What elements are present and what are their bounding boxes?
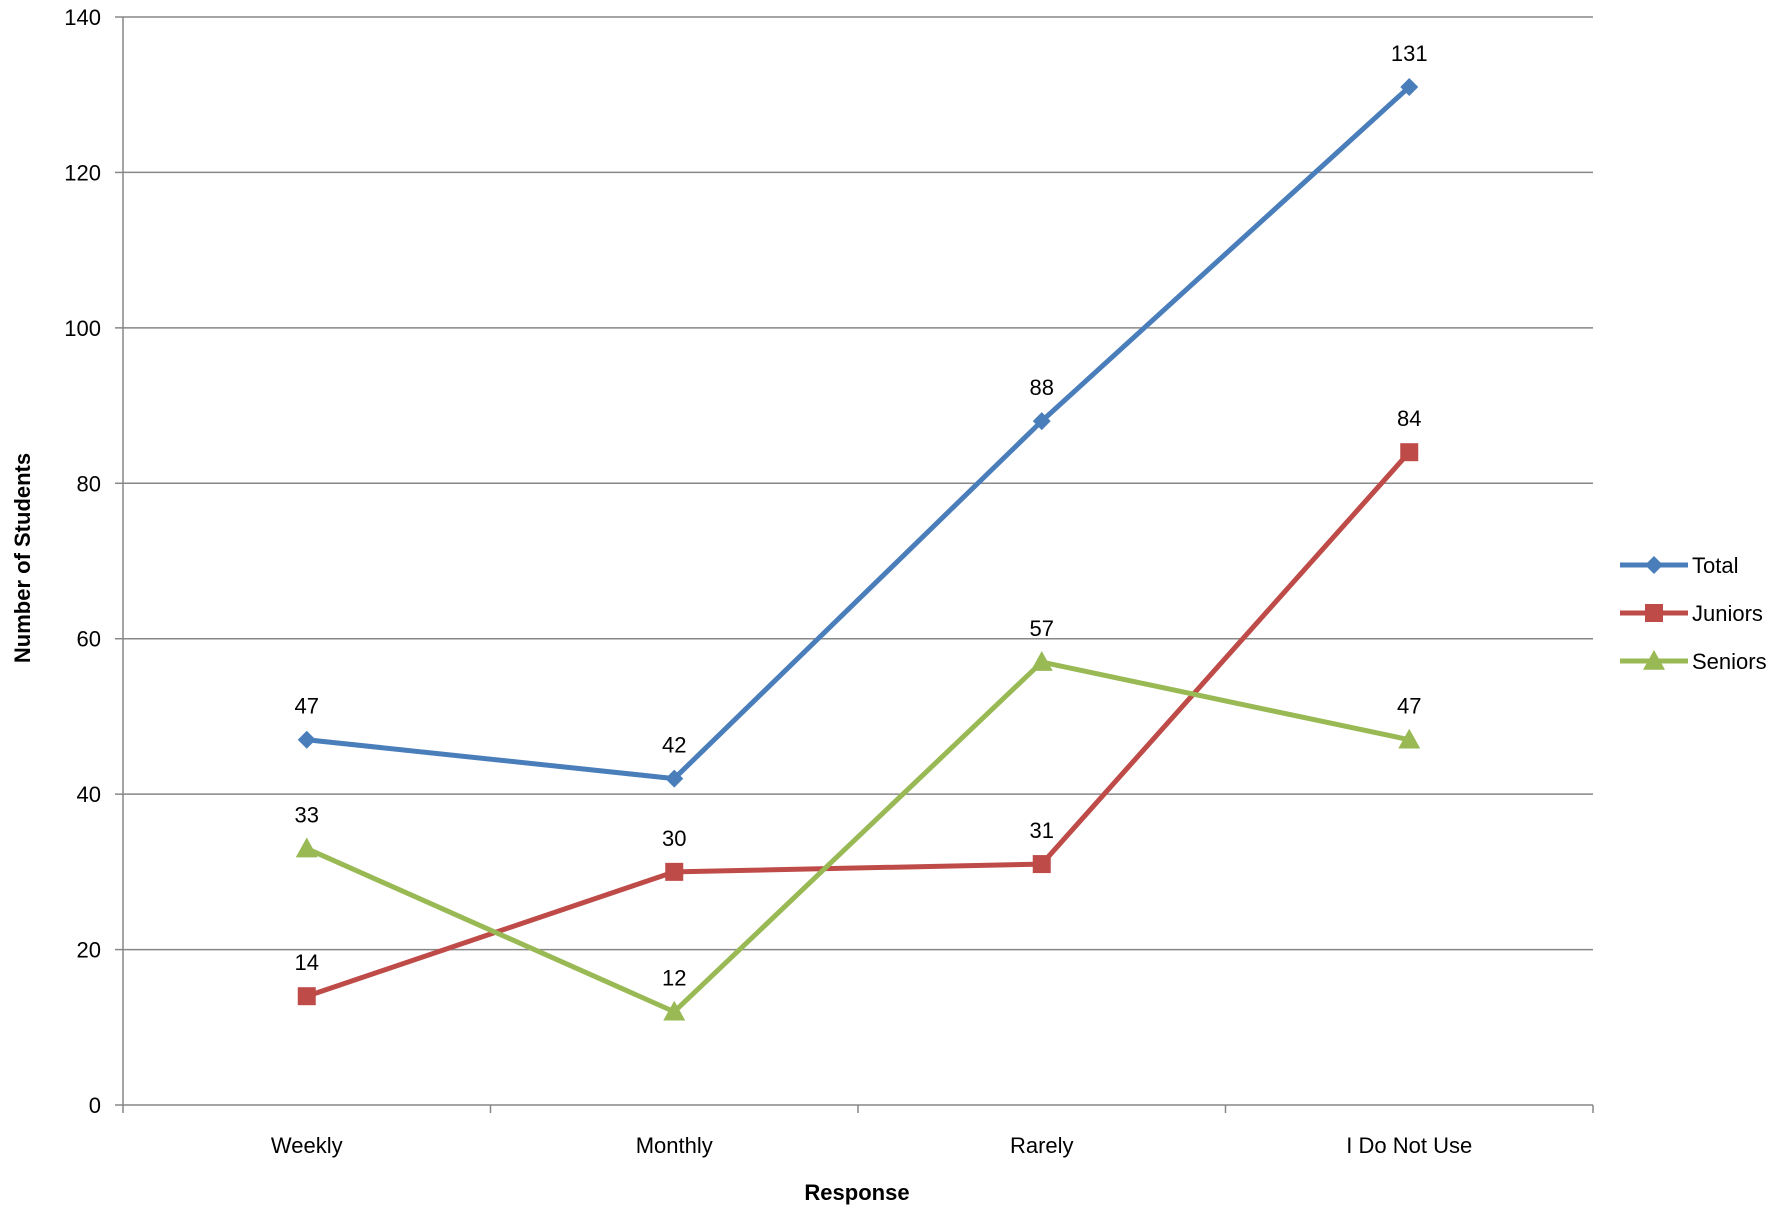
- data-point-juniors: [1032, 855, 1051, 874]
- y-axis-title: Number of Students: [10, 453, 35, 663]
- data-point-total: [297, 730, 316, 749]
- data-label-total: 47: [295, 694, 319, 719]
- series-line-seniors: [305, 659, 1410, 1015]
- legend-label: Total: [1692, 553, 1738, 578]
- y-tick-label: 100: [64, 316, 101, 341]
- data-label-juniors: 84: [1397, 406, 1421, 431]
- data-label-total: 88: [1030, 375, 1054, 400]
- y-tick-label: 140: [64, 5, 101, 30]
- x-category-label: Monthly: [636, 1133, 713, 1158]
- y-tick-label: 0: [89, 1093, 101, 1118]
- series-lines: [295, 77, 1421, 1021]
- data-point-seniors: [663, 1000, 686, 1021]
- data-label-seniors: 12: [662, 966, 686, 991]
- legend-marker: [1643, 650, 1665, 670]
- data-label-seniors: 47: [1397, 694, 1421, 719]
- x-axis-title: Response: [804, 1180, 909, 1205]
- axes: 0 20 40 60 80 100 120 140 Weekly Monthly Rarely I D…: [64, 5, 1594, 1158]
- legend-label: Seniors: [1692, 649, 1767, 674]
- y-tick-label: 60: [77, 627, 101, 652]
- series-line-total: [306, 85, 1411, 782]
- x-category-label: Rarely: [1010, 1133, 1074, 1158]
- series-total: [297, 77, 1419, 788]
- data-point-seniors: [295, 837, 318, 858]
- data-label-seniors: 33: [295, 803, 319, 828]
- data-label-juniors: 31: [1030, 818, 1054, 843]
- data-point-seniors: [1398, 728, 1421, 749]
- legend-item-juniors: Juniors: [1620, 601, 1763, 626]
- series-juniors: [297, 443, 1419, 1006]
- data-point-juniors: [665, 862, 684, 881]
- y-tick-label: 20: [77, 938, 101, 963]
- series-seniors: [295, 651, 1421, 1021]
- legend-marker: [1645, 556, 1663, 574]
- gridlines: [123, 16, 1593, 951]
- data-label-total: 42: [662, 733, 686, 758]
- legend-marker: [1645, 604, 1663, 622]
- data-point-seniors: [1030, 651, 1053, 671]
- data-labels: 47 42 88 131 14 30 31 84 33 12 57 47: [295, 41, 1428, 991]
- data-label-juniors: 14: [295, 950, 319, 975]
- legend-item-total: Total: [1620, 553, 1738, 578]
- legend-item-seniors: Seniors: [1620, 649, 1767, 674]
- legend: Total Juniors Seniors: [1620, 553, 1767, 674]
- data-label-seniors: 57: [1030, 616, 1054, 641]
- legend-label: Juniors: [1692, 601, 1763, 626]
- x-category-label: I Do Not Use: [1346, 1133, 1472, 1158]
- data-label-total: 131: [1391, 41, 1428, 66]
- x-category-label: Weekly: [271, 1133, 343, 1158]
- data-point-juniors: [1400, 443, 1419, 462]
- data-point-total: [665, 769, 684, 788]
- data-label-juniors: 30: [662, 826, 686, 851]
- data-point-total: [1400, 77, 1419, 96]
- y-tick-label: 120: [64, 160, 101, 185]
- data-point-juniors: [297, 987, 316, 1006]
- data-point-total: [1032, 412, 1051, 431]
- series-line-juniors: [305, 450, 1412, 999]
- y-tick-label: 40: [77, 782, 101, 807]
- y-tick-label: 80: [77, 471, 101, 496]
